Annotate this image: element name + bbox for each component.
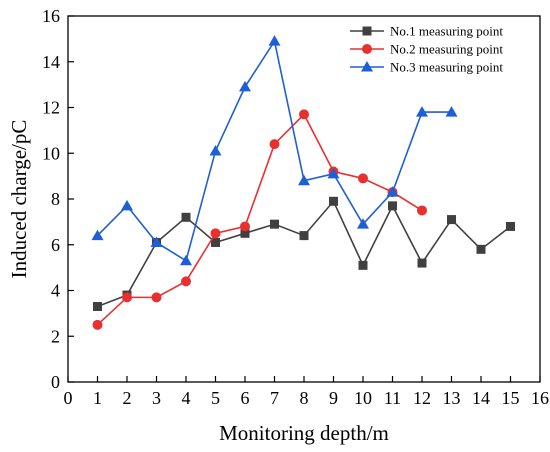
data-point — [388, 201, 397, 211]
x-tick-label: 7 — [270, 388, 279, 408]
data-point — [327, 167, 340, 179]
data-point — [445, 106, 458, 117]
data-point — [358, 260, 368, 270]
x-tick-label: 6 — [241, 388, 250, 408]
data-point — [298, 174, 310, 186]
y-tick-label: 8 — [51, 189, 60, 209]
data-point — [150, 236, 163, 247]
y-tick-label: 12 — [42, 98, 60, 118]
legend-label: No.2 measuring point — [390, 42, 503, 57]
data-point — [180, 254, 192, 266]
legend-item: No.1 measuring point — [350, 24, 503, 39]
x-tick-label: 0 — [64, 388, 73, 408]
x-tick-label: 4 — [182, 388, 191, 408]
x-tick-label: 13 — [443, 388, 461, 408]
series-2 — [92, 109, 427, 330]
data-point — [358, 173, 368, 184]
data-point — [91, 229, 104, 241]
x-tick-label: 8 — [300, 388, 309, 408]
y-tick-label: 4 — [51, 281, 60, 301]
x-tick-label: 10 — [354, 388, 372, 408]
data-point — [417, 258, 427, 268]
series-line — [96, 113, 423, 326]
data-point — [357, 218, 369, 229]
data-point — [417, 205, 427, 216]
data-point — [416, 106, 428, 117]
data-point — [240, 228, 250, 238]
data-point — [476, 244, 486, 254]
data-point — [299, 109, 309, 120]
data-point — [269, 139, 280, 150]
data-point — [329, 196, 338, 206]
series-group — [91, 35, 515, 330]
data-point — [240, 221, 250, 232]
axis-ticks — [67, 15, 541, 383]
data-point — [299, 231, 309, 241]
x-axis-title: Monitoring depth/m — [219, 421, 389, 445]
x-tick-label: 1 — [93, 388, 102, 408]
y-tick-label: 6 — [51, 235, 60, 255]
data-point — [268, 35, 281, 46]
data-point — [181, 276, 191, 287]
legend-item: No.3 measuring point — [350, 60, 503, 75]
data-point — [210, 228, 221, 239]
data-point — [239, 80, 251, 92]
data-point — [506, 221, 515, 231]
legend-marker — [361, 61, 373, 72]
legend: No.1 measuring point No.2 measuring point… — [350, 24, 503, 75]
legend-marker — [362, 44, 372, 54]
data-point — [181, 212, 191, 222]
legend-label: No.3 measuring point — [390, 60, 503, 75]
y-tick-label: 14 — [42, 52, 60, 72]
x-tick-label: 15 — [502, 388, 520, 408]
y-tick-label: 16 — [42, 6, 60, 26]
x-tick-label: 16 — [531, 388, 549, 408]
legend-label: No.1 measuring point — [390, 24, 503, 39]
y-tick-label: 10 — [42, 143, 60, 163]
data-point — [92, 319, 103, 330]
data-point — [121, 199, 133, 211]
x-tick-label: 2 — [123, 388, 132, 408]
data-point — [122, 292, 132, 303]
x-tick-label: 11 — [384, 388, 401, 408]
data-point — [93, 302, 102, 312]
data-point — [209, 144, 222, 156]
y-tick-label: 2 — [51, 326, 60, 346]
data-point — [211, 237, 220, 247]
data-point — [151, 292, 162, 303]
legend-marker — [362, 26, 372, 36]
data-point — [447, 215, 456, 225]
x-tick-label: 5 — [211, 388, 220, 408]
y-axis-title: Induced charge/pC — [7, 120, 31, 279]
data-point — [386, 186, 399, 197]
y-tick-label: 0 — [51, 372, 60, 392]
x-tick-label: 9 — [329, 388, 338, 408]
series-3 — [91, 35, 458, 266]
x-tick-label: 3 — [152, 388, 161, 408]
data-point — [270, 219, 279, 229]
x-tick-label: 12 — [413, 388, 431, 408]
legend-item: No.2 measuring point — [350, 42, 503, 57]
x-tick-label: 14 — [472, 388, 490, 408]
